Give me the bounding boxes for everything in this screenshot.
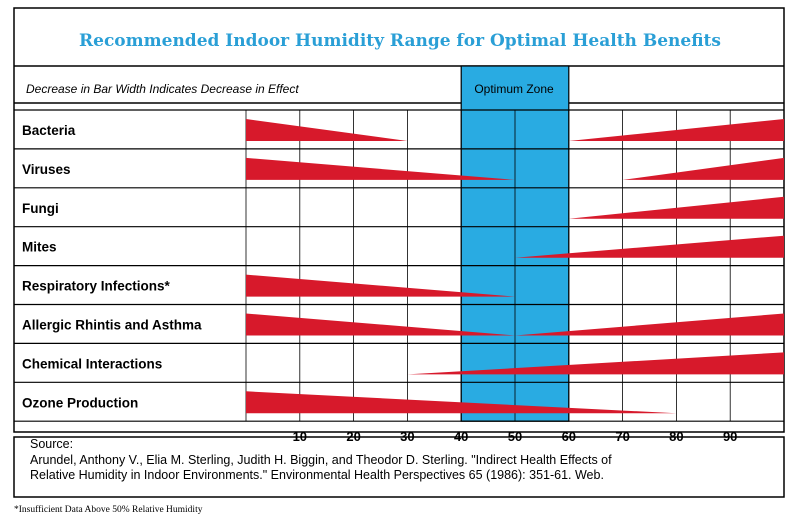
bar-high-allergic-rhintis-and-asthma xyxy=(515,313,784,336)
bar-low-bacteria xyxy=(246,119,408,141)
chart-subtitle: Decrease in Bar Width Indicates Decrease… xyxy=(26,82,299,96)
tick-label-40: 40 xyxy=(454,429,468,444)
row-label-ozone-production: Ozone Production xyxy=(22,395,138,410)
tick-label-50: 50 xyxy=(508,429,522,444)
source-line-2: Relative Humidity in Indoor Environments… xyxy=(30,468,604,482)
tick-label-60: 60 xyxy=(562,429,576,444)
tick-label-30: 30 xyxy=(400,429,414,444)
optimum-zone-label: Optimum Zone xyxy=(474,82,554,96)
row-label-chemical-interactions: Chemical Interactions xyxy=(22,356,162,371)
bar-high-chemical-interactions xyxy=(407,352,784,375)
source-citation: Source: Arundel, Anthony V., Elia M. Ste… xyxy=(30,437,770,484)
tick-label-90: 90 xyxy=(723,429,737,444)
row-labels: Bacteria Viruses Fungi Mites Respiratory Inf… xyxy=(22,123,202,410)
bar-low-allergic-rhintis-and-asthma xyxy=(246,313,515,336)
row-label-bacteria: Bacteria xyxy=(22,123,76,138)
row-label-fungi: Fungi xyxy=(22,201,59,216)
bar-low-viruses xyxy=(246,157,515,180)
chart-frame xyxy=(13,7,785,498)
row-label-respiratory-infections: Respiratory Infections* xyxy=(22,279,171,294)
bar-high-bacteria xyxy=(568,119,784,141)
bar-high-viruses xyxy=(622,157,784,180)
bar-high-mites xyxy=(515,235,784,258)
source-line-1: Arundel, Anthony V., Elia M. Sterling, J… xyxy=(30,452,612,467)
bar-high-fungi xyxy=(568,196,784,219)
tick-label-20: 20 xyxy=(346,429,360,444)
footnote: *Insufficient Data Above 50% Relative Hu… xyxy=(14,505,203,515)
bar-low-respiratory-infections xyxy=(246,274,515,297)
chart-grid xyxy=(14,109,784,422)
row-label-mites: Mites xyxy=(22,240,57,255)
tick-label-10: 10 xyxy=(293,429,307,444)
outer-border xyxy=(13,7,785,433)
bar-low-ozone-production xyxy=(246,391,677,414)
row-label-allergic-rhintis-and-asthma: Allergic Rhintis and Asthma xyxy=(22,318,202,333)
row-label-viruses: Viruses xyxy=(22,162,71,177)
tick-label-80: 80 xyxy=(669,429,683,444)
tick-label-70: 70 xyxy=(615,429,629,444)
source-box xyxy=(13,436,785,498)
effect-bars xyxy=(246,119,784,414)
source-heading: Source: xyxy=(30,437,74,451)
chart-title: Recommended Indoor Humidity Range for Op… xyxy=(79,31,721,51)
x-axis-ticks: 10 20 30 40 50 60 70 80 90 xyxy=(293,429,738,444)
